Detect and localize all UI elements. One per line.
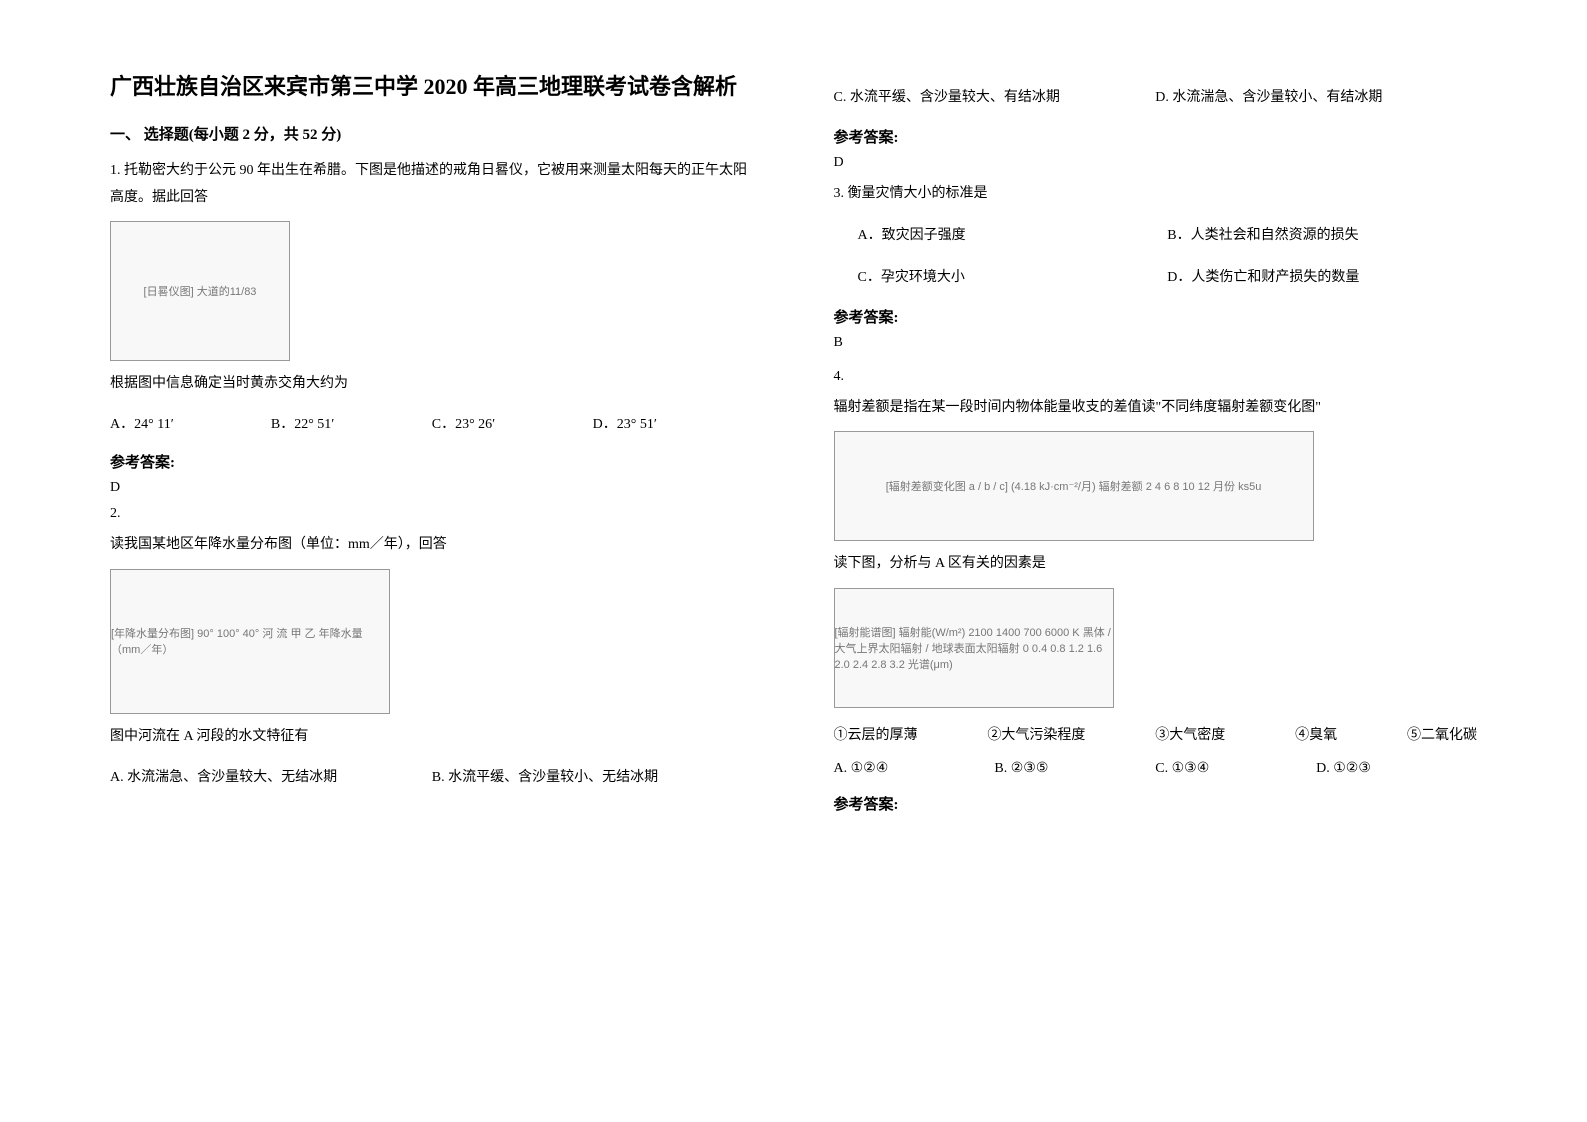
q4-choice-a: A. ①②④ bbox=[834, 760, 995, 777]
q1-text: 1. 托勒密大约于公元 90 年出生在希腊。下图是他描述的戒角日晷仪，它被用来测… bbox=[110, 158, 754, 211]
exam-title: 广西壮族自治区来宾市第三中学 2020 年高三地理联考试卷含解析 bbox=[110, 70, 754, 103]
q4-figure-2: [辐射能谱图] 辐射能(W/m²) 2100 1400 700 6000 K 黑… bbox=[834, 588, 1114, 708]
q4-prompt: 读下图，分析与 A 区有关的因素是 bbox=[834, 551, 1478, 578]
q3-opt-b: B．人类社会和自然资源的损失 bbox=[1167, 222, 1477, 250]
q1-prompt: 根据图中信息确定当时黄赤交角大约为 bbox=[110, 371, 754, 398]
q4-choices: A. ①②④ B. ②③⑤ C. ①③④ D. ①②③ bbox=[834, 760, 1478, 777]
q2-answer: D bbox=[834, 155, 1478, 171]
q1-answer-label: 参考答案: bbox=[110, 451, 754, 472]
q3-answer: B bbox=[834, 335, 1478, 351]
q2-figure: [年降水量分布图] 90° 100° 40° 河 流 甲 乙 年降水量（mm／年… bbox=[110, 569, 390, 714]
right-column: C. 水流平缓、含沙量较大、有结冰期 D. 水流湍急、含沙量较小、有结冰期 参考… bbox=[794, 70, 1498, 1082]
q3-options-ab: A．致灾因子强度 B．人类社会和自然资源的损失 bbox=[834, 222, 1478, 250]
q3-opt-d: D．人类伤亡和财产损失的数量 bbox=[1167, 264, 1477, 292]
q2-opt-c: C. 水流平缓、含沙量较大、有结冰期 bbox=[834, 84, 1156, 112]
q4-choice-b: B. ②③⑤ bbox=[994, 760, 1155, 777]
q4-answer-label: 参考答案: bbox=[834, 793, 1478, 814]
q4-choice-d: D. ①②③ bbox=[1316, 760, 1477, 777]
q4-factor-5: ⑤二氧化碳 bbox=[1407, 724, 1477, 744]
q2-prompt: 图中河流在 A 河段的水文特征有 bbox=[110, 724, 754, 751]
q4-text: 辐射差额是指在某一段时间内物体能量收支的差值读"不同纬度辐射差额变化图" bbox=[834, 395, 1478, 422]
q3-options-cd: C．孕灾环境大小 D．人类伤亡和财产损失的数量 bbox=[834, 264, 1478, 292]
q4-factor-3: ③大气密度 bbox=[1155, 724, 1225, 744]
q4-factor-1: ①云层的厚薄 bbox=[834, 724, 918, 744]
q2-opt-a: A. 水流湍急、含沙量较大、无结冰期 bbox=[110, 764, 432, 792]
q4-choice-c: C. ①③④ bbox=[1155, 760, 1316, 777]
left-column: 广西壮族自治区来宾市第三中学 2020 年高三地理联考试卷含解析 一、 选择题(… bbox=[90, 70, 794, 1082]
q1-opt-a: A．24° 11′ bbox=[110, 412, 271, 437]
section-1-heading: 一、 选择题(每小题 2 分，共 52 分) bbox=[110, 123, 754, 144]
q4-figure-1: [辐射差额变化图 a / b / c] (4.18 kJ·cm⁻²/月) 辐射差… bbox=[834, 431, 1314, 541]
q4-factor-4: ④臭氧 bbox=[1295, 724, 1337, 744]
q2-answer-label: 参考答案: bbox=[834, 126, 1478, 147]
q3-opt-a: A．致灾因子强度 bbox=[858, 222, 1168, 250]
q2-number: 2. bbox=[110, 506, 754, 522]
q3-opt-c: C．孕灾环境大小 bbox=[858, 264, 1168, 292]
q4-factors: ①云层的厚薄 ②大气污染程度 ③大气密度 ④臭氧 ⑤二氧化碳 bbox=[834, 724, 1478, 744]
q1-options: A．24° 11′ B．22° 51′ C．23° 26′ D．23° 51′ bbox=[110, 412, 754, 437]
q1-opt-d: D．23° 51′ bbox=[593, 412, 754, 437]
q2-text: 读我国某地区年降水量分布图（单位：mm／年），回答 bbox=[110, 532, 754, 559]
q1-answer: D bbox=[110, 480, 754, 496]
q2-options-cd: C. 水流平缓、含沙量较大、有结冰期 D. 水流湍急、含沙量较小、有结冰期 bbox=[834, 84, 1478, 112]
q2-options-ab: A. 水流湍急、含沙量较大、无结冰期 B. 水流平缓、含沙量较小、无结冰期 bbox=[110, 764, 754, 792]
q3-answer-label: 参考答案: bbox=[834, 306, 1478, 327]
q4-factor-2: ②大气污染程度 bbox=[987, 724, 1085, 744]
q2-opt-d: D. 水流湍急、含沙量较小、有结冰期 bbox=[1155, 84, 1477, 112]
q2-opt-b: B. 水流平缓、含沙量较小、无结冰期 bbox=[432, 764, 754, 792]
q4-number: 4. bbox=[834, 369, 1478, 385]
q3-text: 3. 衡量灾情大小的标准是 bbox=[834, 181, 1478, 208]
q1-figure: [日晷仪图] 大道的11/83 bbox=[110, 221, 290, 361]
q1-opt-b: B．22° 51′ bbox=[271, 412, 432, 437]
q1-opt-c: C．23° 26′ bbox=[432, 412, 593, 437]
